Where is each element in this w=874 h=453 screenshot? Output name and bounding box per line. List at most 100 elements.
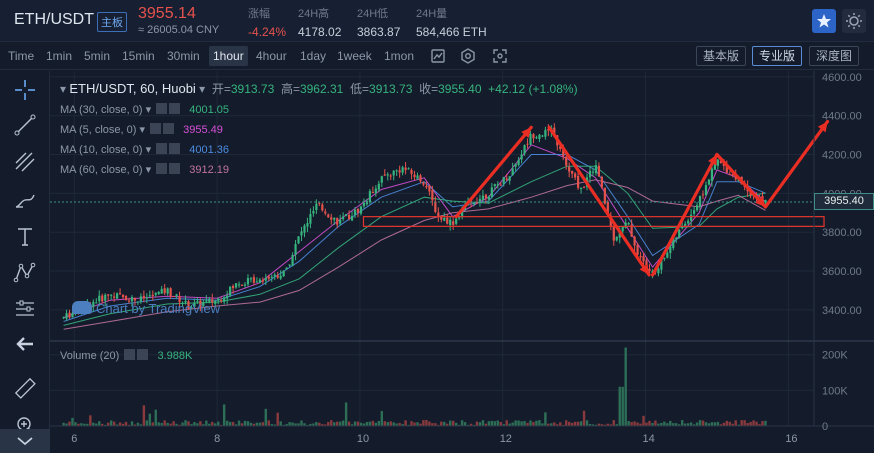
- time-tick-label: 14: [643, 433, 655, 445]
- volume-bar: [104, 424, 107, 426]
- volume-bar: [457, 424, 461, 426]
- close-icon[interactable]: [169, 143, 181, 154]
- volume-bar: [306, 424, 309, 426]
- volume-bar: [570, 422, 574, 426]
- trend-arrow-line: [763, 119, 830, 209]
- candle-body: [312, 210, 315, 214]
- volume-bar: [166, 422, 169, 426]
- close-icon[interactable]: [137, 349, 149, 360]
- settings-icon[interactable]: [124, 349, 136, 360]
- candle-body: [523, 145, 526, 154]
- volume-bar: [62, 422, 65, 426]
- candle-body: [487, 196, 490, 200]
- volume-bar: [68, 421, 71, 426]
- candle-body: [621, 226, 624, 232]
- volume-bar: [175, 423, 178, 426]
- candle-body: [246, 278, 250, 285]
- close-icon[interactable]: [169, 163, 181, 174]
- volume-legend[interactable]: Volume (20) 3.988K: [60, 348, 192, 364]
- legend-symbol[interactable]: ETH/USDT, 60, Huobi: [69, 81, 196, 96]
- fib-icon[interactable]: [12, 149, 38, 175]
- settings-icon[interactable]: [156, 143, 168, 154]
- price-chart-canvas[interactable]: 3400.003600.003800.004000.004200.004400.…: [50, 71, 874, 453]
- tf-1min[interactable]: 1min: [46, 49, 73, 63]
- settings-icon[interactable]: [156, 103, 168, 114]
- trading-chart[interactable]: 3400.003600.003800.004000.004200.004400.…: [50, 71, 874, 453]
- trading-pair[interactable]: ETH/USDT: [14, 11, 94, 28]
- tf-1hour[interactable]: 1hour: [209, 46, 248, 66]
- volume-bar: [288, 422, 291, 426]
- crosshair-icon[interactable]: [12, 77, 38, 103]
- tf-5min[interactable]: 5min: [84, 49, 111, 63]
- text-icon[interactable]: [12, 224, 38, 250]
- board-badge: 主板: [97, 12, 127, 32]
- candle-body: [255, 281, 258, 283]
- candle-body: [502, 177, 505, 184]
- stat-change-label: 涨幅: [248, 8, 270, 20]
- volume-bar: [449, 420, 452, 426]
- settings-icon[interactable]: [459, 47, 477, 65]
- high-value: 3962.31: [299, 82, 344, 96]
- ma-row-5[interactable]: MA (5, close, 0) ▾ 3955.49: [60, 123, 223, 136]
- volume-bar: [502, 424, 505, 426]
- volume-bar: [630, 422, 633, 426]
- volume-bar: [660, 422, 663, 426]
- close-label: 收=: [419, 82, 439, 96]
- settings-icon[interactable]: [156, 163, 168, 174]
- candle-body: [559, 146, 562, 149]
- close-icon[interactable]: [169, 103, 181, 114]
- candle-body: [416, 175, 419, 179]
- legend-caret-icon[interactable]: ▾: [199, 82, 206, 96]
- ma-row-30[interactable]: MA (30, close, 0) ▾ 4001.05: [60, 103, 230, 116]
- candle-body: [362, 202, 366, 207]
- volume-bar: [663, 421, 666, 426]
- candle-body: [300, 231, 303, 236]
- stat-low: 24H低 3863.87: [357, 5, 400, 39]
- favorite-button[interactable]: [812, 9, 836, 33]
- volume-bar: [451, 420, 455, 426]
- chart-type-icon[interactable]: [429, 47, 447, 65]
- ma-row-10[interactable]: MA (10, close, 0) ▾ 4001.36: [60, 143, 230, 156]
- settings-icon[interactable]: [150, 123, 162, 134]
- depth-view-button[interactable]: 深度图: [809, 46, 860, 66]
- volume-bar: [199, 421, 202, 426]
- volume-bar: [291, 422, 294, 426]
- back-arrow-icon[interactable]: [12, 331, 38, 357]
- collapse-legend-icon[interactable]: ▾: [60, 82, 67, 96]
- pro-view-button[interactable]: 专业版: [752, 46, 803, 66]
- theme-toggle-button[interactable]: [842, 9, 866, 33]
- tf-4hour[interactable]: 4hour: [256, 49, 287, 63]
- brush-icon[interactable]: [12, 187, 38, 213]
- tradingview-watermark[interactable]: Chart by TradingView: [72, 301, 220, 316]
- volume-tick-label: 100K: [822, 385, 848, 397]
- tf-1mon[interactable]: 1mon: [384, 49, 415, 63]
- tf-time[interactable]: Time: [8, 49, 35, 63]
- candle-body: [541, 135, 544, 137]
- measure-icon[interactable]: [12, 296, 38, 322]
- volume-bar: [315, 421, 318, 426]
- trend-line-icon[interactable]: [12, 112, 38, 138]
- candle-body: [345, 214, 348, 216]
- chart-toolbar: Time 1min 5min 15min 30min 1hour 4hour 1…: [0, 42, 874, 70]
- time-tick-label: 12: [500, 433, 512, 445]
- candle-body: [127, 300, 131, 302]
- ruler-icon[interactable]: [12, 375, 38, 401]
- candle-body: [579, 187, 583, 189]
- ma-row-60[interactable]: MA (60, close, 0) ▾ 3912.19: [60, 163, 230, 176]
- tf-1week[interactable]: 1week: [337, 49, 372, 63]
- basic-view-button[interactable]: 基本版: [696, 46, 747, 66]
- close-icon[interactable]: [163, 123, 175, 134]
- collapse-toolbar-button[interactable]: [0, 429, 50, 453]
- volume-bar: [454, 422, 458, 426]
- pattern-icon[interactable]: [12, 260, 38, 286]
- volume-bar: [222, 404, 226, 426]
- tf-30min[interactable]: 30min: [167, 49, 200, 63]
- candle-body: [425, 185, 428, 188]
- candle-body: [728, 174, 731, 176]
- candle-body: [359, 206, 363, 214]
- volume-bar: [734, 420, 737, 426]
- tf-1day[interactable]: 1day: [300, 49, 327, 63]
- candle-body: [339, 219, 342, 224]
- fullscreen-icon[interactable]: [491, 47, 509, 65]
- tf-15min[interactable]: 15min: [122, 49, 155, 63]
